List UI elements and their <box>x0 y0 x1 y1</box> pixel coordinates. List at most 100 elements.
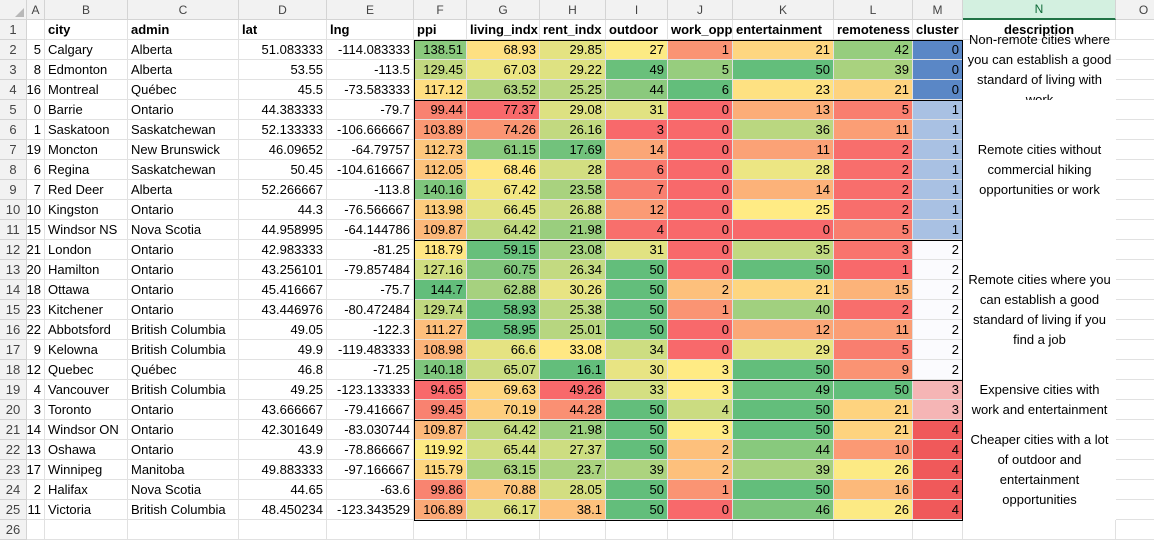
lng-cell[interactable]: -78.866667 <box>327 440 414 460</box>
rent-index-cell[interactable]: 16.1 <box>540 360 606 380</box>
lng-cell[interactable]: -119.483333 <box>327 340 414 360</box>
city-cell[interactable]: Quebec <box>45 360 128 380</box>
outdoor-cell[interactable]: 31 <box>606 240 668 260</box>
column-header-g[interactable]: G <box>467 0 540 20</box>
city-cell[interactable]: Kelowna <box>45 340 128 360</box>
work-opp-cell[interactable]: 3 <box>668 360 733 380</box>
row-header[interactable]: 21 <box>0 420 27 440</box>
row-id-cell[interactable]: 16 <box>27 80 45 100</box>
empty-cell[interactable] <box>1116 180 1154 200</box>
outdoor-cell[interactable]: 50 <box>606 500 668 520</box>
work-opp-cell[interactable]: 0 <box>668 340 733 360</box>
empty-cell[interactable] <box>239 520 327 540</box>
empty-cell[interactable] <box>1116 280 1154 300</box>
row-id-cell[interactable]: 6 <box>27 160 45 180</box>
cluster-cell[interactable]: 2 <box>913 340 963 360</box>
row-id-cell[interactable]: 2 <box>27 480 45 500</box>
entertainment-cell[interactable]: 0 <box>733 220 834 240</box>
lng-cell[interactable]: -83.030744 <box>327 420 414 440</box>
entertainment-cell[interactable]: 39 <box>733 460 834 480</box>
header-cell-n[interactable]: description <box>963 20 1116 40</box>
header-cell-l[interactable]: remoteness <box>834 20 913 40</box>
row-id-cell[interactable]: 10 <box>27 200 45 220</box>
header-cell-b[interactable]: city <box>45 20 128 40</box>
empty-cell[interactable] <box>733 520 834 540</box>
admin-cell[interactable]: Ontario <box>128 240 239 260</box>
empty-cell[interactable] <box>1116 440 1154 460</box>
living-index-cell[interactable]: 63.52 <box>467 80 540 100</box>
city-cell[interactable]: Halifax <box>45 480 128 500</box>
city-cell[interactable]: Red Deer <box>45 180 128 200</box>
ppi-cell[interactable]: 112.05 <box>414 160 467 180</box>
empty-cell[interactable] <box>1116 160 1154 180</box>
row-header[interactable]: 14 <box>0 280 27 300</box>
row-header[interactable]: 2 <box>0 40 27 60</box>
admin-cell[interactable]: British Columbia <box>128 500 239 520</box>
city-cell[interactable]: Kingston <box>45 200 128 220</box>
work-opp-cell[interactable]: 4 <box>668 400 733 420</box>
living-index-cell[interactable]: 63.15 <box>467 460 540 480</box>
entertainment-cell[interactable]: 50 <box>733 420 834 440</box>
cluster-cell[interactable]: 4 <box>913 440 963 460</box>
entertainment-cell[interactable]: 44 <box>733 440 834 460</box>
outdoor-cell[interactable]: 27 <box>606 40 668 60</box>
empty-cell[interactable] <box>1116 40 1154 60</box>
admin-cell[interactable]: Saskatchewan <box>128 120 239 140</box>
row-header[interactable]: 17 <box>0 340 27 360</box>
admin-cell[interactable]: Alberta <box>128 180 239 200</box>
entertainment-cell[interactable]: 50 <box>733 400 834 420</box>
living-index-cell[interactable]: 74.26 <box>467 120 540 140</box>
row-id-cell[interactable]: 12 <box>27 360 45 380</box>
row-id-cell[interactable]: 4 <box>27 380 45 400</box>
admin-cell[interactable]: Ontario <box>128 260 239 280</box>
outdoor-cell[interactable]: 30 <box>606 360 668 380</box>
remoteness-cell[interactable]: 5 <box>834 340 913 360</box>
admin-cell[interactable]: Québec <box>128 80 239 100</box>
lng-cell[interactable]: -71.25 <box>327 360 414 380</box>
outdoor-cell[interactable]: 31 <box>606 100 668 120</box>
lng-cell[interactable]: -104.616667 <box>327 160 414 180</box>
outdoor-cell[interactable]: 50 <box>606 440 668 460</box>
cluster-cell[interactable]: 3 <box>913 380 963 400</box>
rent-index-cell[interactable]: 21.98 <box>540 220 606 240</box>
rent-index-cell[interactable]: 29.85 <box>540 40 606 60</box>
ppi-cell[interactable]: 117.12 <box>414 80 467 100</box>
entertainment-cell[interactable]: 50 <box>733 60 834 80</box>
lat-cell[interactable]: 42.983333 <box>239 240 327 260</box>
ppi-cell[interactable]: 129.45 <box>414 60 467 80</box>
city-cell[interactable]: Ottawa <box>45 280 128 300</box>
header-cell-h[interactable]: rent_indx <box>540 20 606 40</box>
lng-cell[interactable]: -64.79757 <box>327 140 414 160</box>
work-opp-cell[interactable]: 6 <box>668 80 733 100</box>
rent-index-cell[interactable]: 23.7 <box>540 460 606 480</box>
lat-cell[interactable]: 49.883333 <box>239 460 327 480</box>
ppi-cell[interactable]: 140.16 <box>414 180 467 200</box>
row-header[interactable]: 24 <box>0 480 27 500</box>
admin-cell[interactable]: Alberta <box>128 60 239 80</box>
remoteness-cell[interactable]: 3 <box>834 240 913 260</box>
living-index-cell[interactable]: 59.15 <box>467 240 540 260</box>
lng-cell[interactable]: -122.3 <box>327 320 414 340</box>
row-id-cell[interactable]: 8 <box>27 60 45 80</box>
outdoor-cell[interactable]: 7 <box>606 180 668 200</box>
remoteness-cell[interactable]: 11 <box>834 120 913 140</box>
ppi-cell[interactable]: 109.87 <box>414 420 467 440</box>
city-cell[interactable]: Abbotsford <box>45 320 128 340</box>
empty-cell[interactable] <box>1116 240 1154 260</box>
living-index-cell[interactable]: 65.07 <box>467 360 540 380</box>
city-cell[interactable]: Toronto <box>45 400 128 420</box>
outdoor-cell[interactable]: 12 <box>606 200 668 220</box>
empty-cell[interactable] <box>414 520 467 540</box>
empty-cell[interactable] <box>668 520 733 540</box>
work-opp-cell[interactable]: 2 <box>668 280 733 300</box>
remoteness-cell[interactable]: 15 <box>834 280 913 300</box>
ppi-cell[interactable]: 112.73 <box>414 140 467 160</box>
lat-cell[interactable]: 52.133333 <box>239 120 327 140</box>
rent-index-cell[interactable]: 25.38 <box>540 300 606 320</box>
cluster-cell[interactable]: 2 <box>913 280 963 300</box>
work-opp-cell[interactable]: 2 <box>668 460 733 480</box>
lat-cell[interactable]: 50.45 <box>239 160 327 180</box>
work-opp-cell[interactable]: 1 <box>668 300 733 320</box>
entertainment-cell[interactable]: 11 <box>733 140 834 160</box>
outdoor-cell[interactable]: 50 <box>606 420 668 440</box>
